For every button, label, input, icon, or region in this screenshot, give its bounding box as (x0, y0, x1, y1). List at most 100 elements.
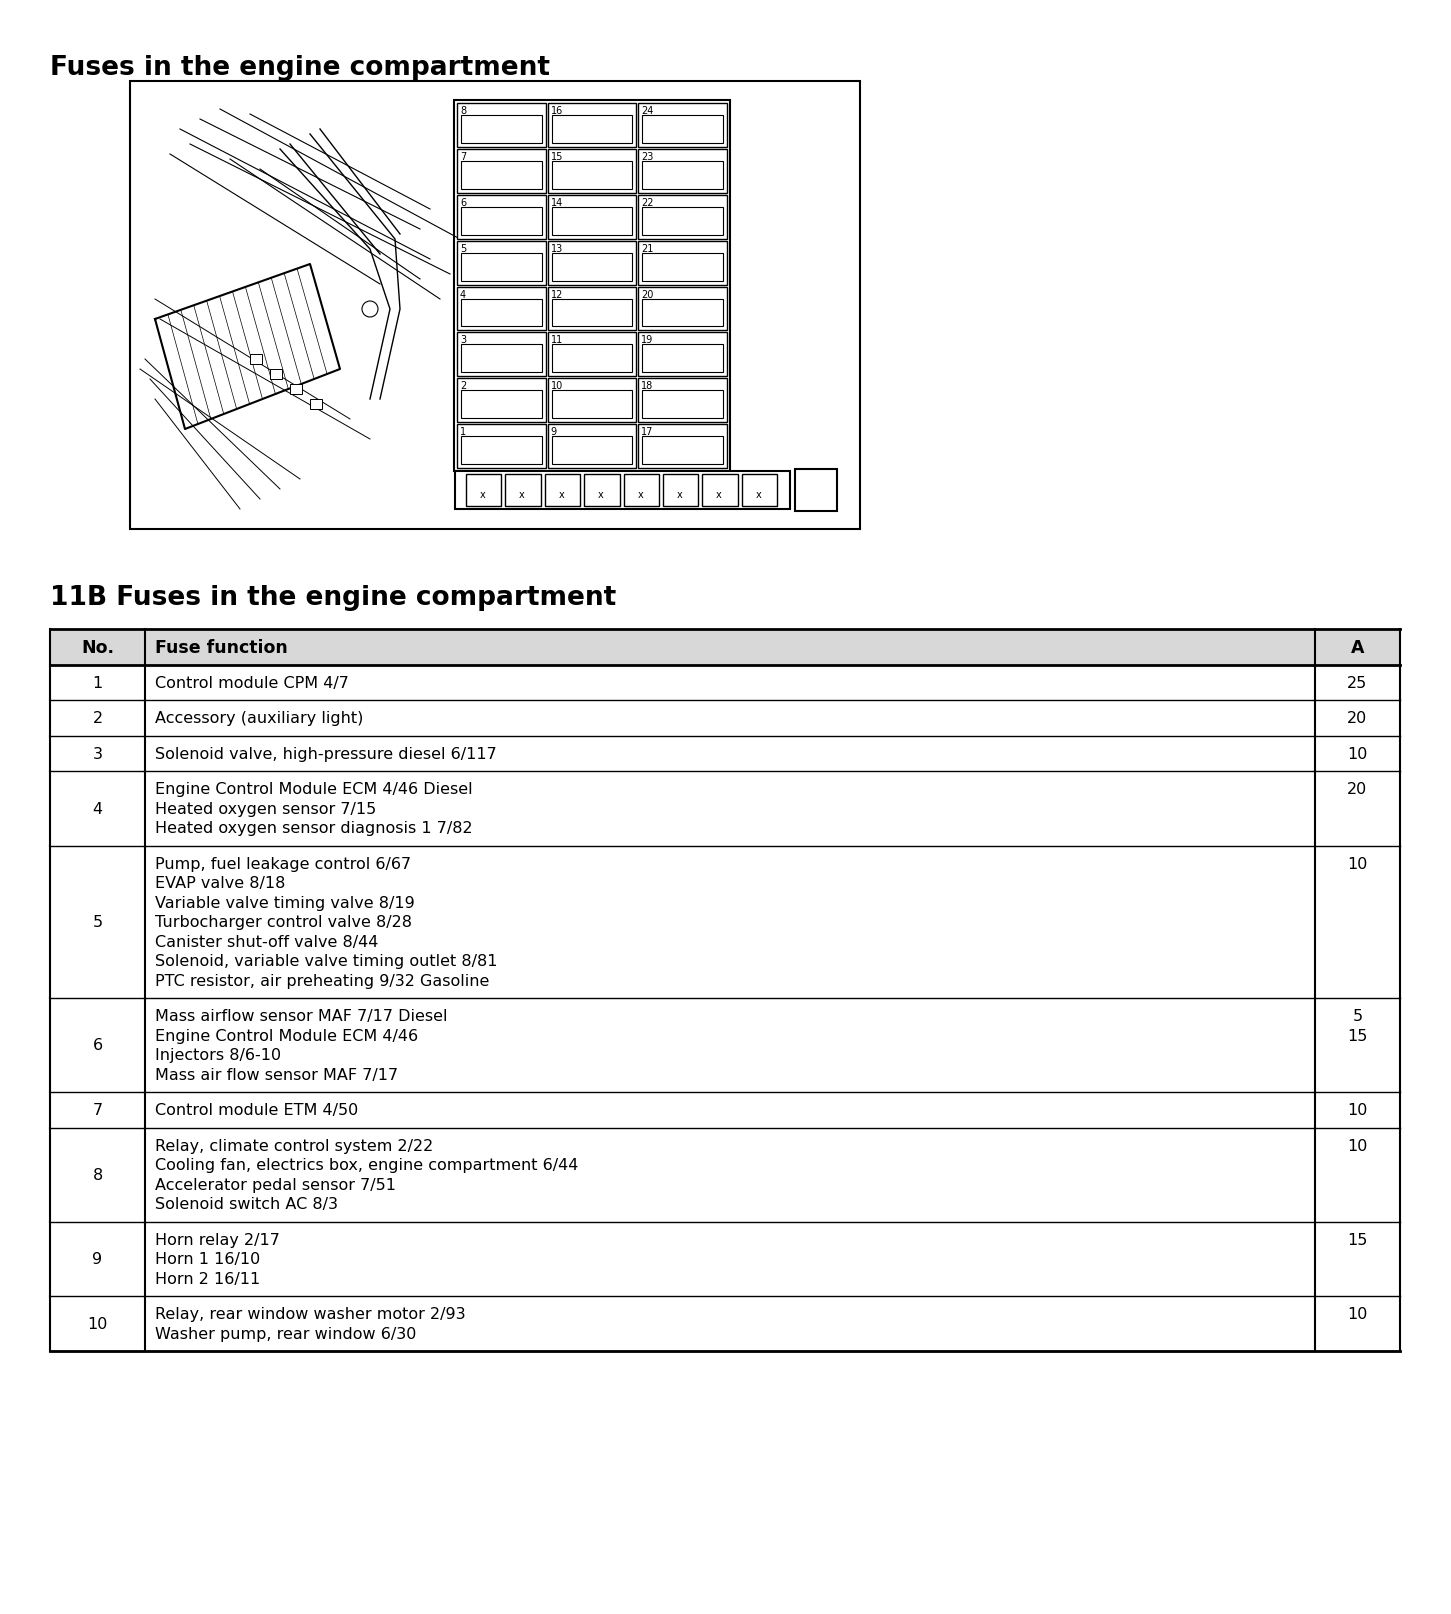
Text: 21: 21 (641, 244, 654, 253)
Text: 9: 9 (93, 1251, 103, 1267)
Text: x: x (598, 489, 604, 500)
Bar (457, 424, 546, 468)
Bar (638, 424, 727, 468)
Bar (643, 299, 723, 328)
Text: 7: 7 (93, 1102, 103, 1117)
Text: x: x (715, 489, 721, 500)
Bar (624, 475, 659, 507)
Bar (457, 332, 546, 378)
Bar (49, 846, 1400, 999)
Bar (643, 208, 723, 236)
Bar (461, 208, 541, 236)
Bar (741, 475, 776, 507)
Text: 15: 15 (1348, 1028, 1368, 1043)
Text: 8: 8 (460, 107, 466, 116)
Text: 22: 22 (641, 197, 654, 208)
Bar (551, 116, 633, 144)
Bar (795, 470, 837, 512)
Bar (49, 665, 1400, 700)
Bar (466, 475, 502, 507)
Text: 10: 10 (1348, 1138, 1368, 1152)
Bar (461, 253, 541, 281)
Text: 17: 17 (641, 426, 654, 437)
Text: 2: 2 (460, 381, 466, 391)
Bar (311, 400, 322, 410)
Text: Solenoid switch AC 8/3: Solenoid switch AC 8/3 (155, 1196, 338, 1212)
Bar (131, 82, 860, 529)
Text: 4: 4 (460, 289, 466, 299)
Text: 14: 14 (551, 197, 563, 208)
Text: x: x (637, 489, 643, 500)
Bar (585, 475, 620, 507)
Text: 10: 10 (551, 381, 563, 391)
Text: 18: 18 (641, 381, 653, 391)
Bar (544, 475, 580, 507)
Text: Relay, climate control system 2/22: Relay, climate control system 2/22 (155, 1138, 434, 1152)
Bar (461, 299, 541, 328)
Text: 2: 2 (93, 710, 103, 726)
Bar (461, 391, 541, 420)
Text: 10: 10 (1348, 1102, 1368, 1117)
Text: Horn relay 2/17: Horn relay 2/17 (155, 1231, 280, 1248)
Text: x: x (756, 489, 762, 500)
Bar (49, 771, 1400, 846)
Bar (49, 700, 1400, 736)
Text: 4: 4 (93, 801, 103, 817)
Text: 23: 23 (641, 152, 654, 161)
Bar (643, 116, 723, 144)
Bar (643, 345, 723, 373)
Bar (551, 253, 633, 281)
Text: 1: 1 (93, 675, 103, 691)
Text: 19: 19 (641, 336, 653, 345)
Bar (551, 161, 633, 189)
Bar (643, 161, 723, 189)
Text: 13: 13 (551, 244, 563, 253)
Bar (49, 1296, 1400, 1351)
Text: Relay, rear window washer motor 2/93: Relay, rear window washer motor 2/93 (155, 1306, 466, 1322)
Bar (638, 103, 727, 148)
Text: Turbocharger control valve 8/28: Turbocharger control valve 8/28 (155, 915, 412, 930)
Text: 24: 24 (641, 107, 654, 116)
Text: Solenoid, variable valve timing outlet 8/81: Solenoid, variable valve timing outlet 8… (155, 954, 498, 968)
Bar (457, 150, 546, 194)
Text: Mass air flow sensor MAF 7/17: Mass air flow sensor MAF 7/17 (155, 1067, 398, 1081)
Bar (547, 150, 637, 194)
Bar (454, 102, 730, 471)
Bar (638, 332, 727, 378)
Text: 10: 10 (1348, 1306, 1368, 1322)
Text: Fuses in the engine compartment: Fuses in the engine compartment (49, 55, 550, 81)
Text: x: x (559, 489, 564, 500)
Bar (49, 629, 1400, 665)
Text: 10: 10 (87, 1315, 107, 1332)
Bar (551, 437, 633, 465)
Text: x: x (519, 489, 525, 500)
Text: Solenoid valve, high-pressure diesel 6/117: Solenoid valve, high-pressure diesel 6/1… (155, 746, 496, 762)
Bar (638, 379, 727, 423)
Text: Heated oxygen sensor diagnosis 1 7/82: Heated oxygen sensor diagnosis 1 7/82 (155, 822, 473, 836)
Bar (250, 355, 263, 365)
Bar (49, 1128, 1400, 1222)
Bar (643, 437, 723, 465)
Bar (49, 1093, 1400, 1128)
Bar (551, 208, 633, 236)
Text: Washer pump, rear window 6/30: Washer pump, rear window 6/30 (155, 1327, 416, 1341)
Bar (638, 150, 727, 194)
Bar (457, 287, 546, 331)
Bar (457, 379, 546, 423)
Text: EVAP valve 8/18: EVAP valve 8/18 (155, 876, 286, 891)
Bar (547, 103, 637, 148)
Text: 6: 6 (460, 197, 466, 208)
Text: 11B Fuses in the engine compartment: 11B Fuses in the engine compartment (49, 584, 617, 610)
Bar (461, 345, 541, 373)
Text: 16: 16 (551, 107, 563, 116)
Text: Variable valve timing valve 8/19: Variable valve timing valve 8/19 (155, 896, 415, 910)
Bar (643, 391, 723, 420)
Bar (551, 299, 633, 328)
Bar (547, 379, 637, 423)
Text: 1: 1 (460, 426, 466, 437)
Text: Cooling fan, electrics box, engine compartment 6/44: Cooling fan, electrics box, engine compa… (155, 1157, 579, 1172)
Text: 20: 20 (1348, 710, 1368, 726)
Text: 9: 9 (551, 426, 557, 437)
Text: 3: 3 (93, 746, 103, 762)
Bar (551, 345, 633, 373)
